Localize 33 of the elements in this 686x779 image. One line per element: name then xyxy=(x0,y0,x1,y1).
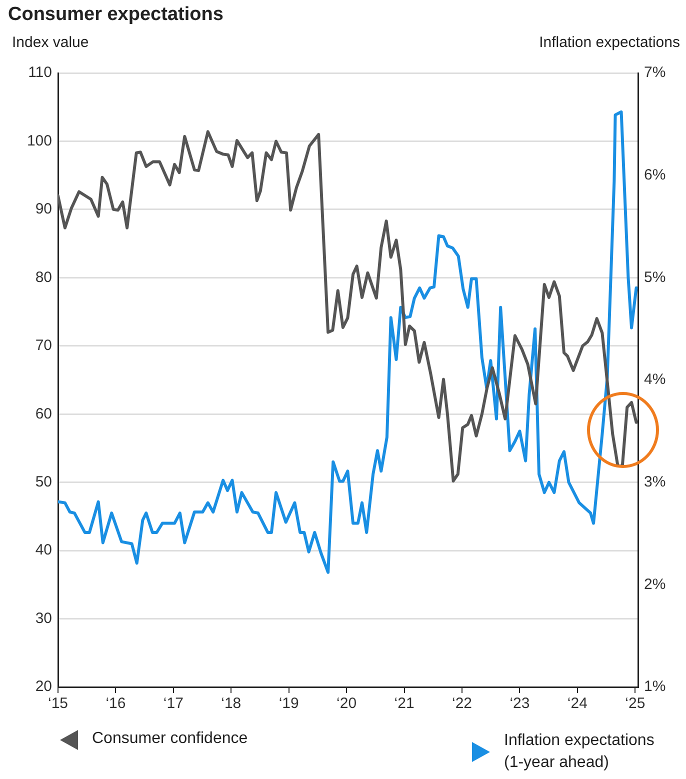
y-tick-label: 30 xyxy=(35,610,52,627)
y2-tick-label: 5% xyxy=(644,268,666,286)
x-tick-label: ‘15 xyxy=(48,695,68,712)
y-axis-title: Index value xyxy=(12,34,89,51)
y2-tick-label: 7% xyxy=(644,64,666,82)
x-tick-label: ‘25 xyxy=(625,695,646,712)
x-tick-label: ‘19 xyxy=(278,695,299,712)
y-tick-label: 50 xyxy=(35,473,52,490)
y2-tick-label: 2% xyxy=(644,576,666,593)
y-tick-label: 70 xyxy=(35,337,52,354)
legend-label: Inflation expectations (1-year ahead) xyxy=(504,731,656,773)
y2-tick-label: 1% xyxy=(644,678,666,696)
x-tick-label: ‘18 xyxy=(221,695,242,712)
y-tick-label: 100 xyxy=(26,132,52,150)
y-tick-label: 90 xyxy=(35,200,52,218)
y2-axis-title: Inflation expectations xyxy=(539,34,680,51)
x-tick-label: ‘16 xyxy=(106,695,126,712)
y-tick-label: 80 xyxy=(35,268,52,286)
legend-label: Consumer confidence xyxy=(92,730,248,748)
y-tick-label: 40 xyxy=(35,542,52,559)
x-tick-label: ‘20 xyxy=(336,695,357,712)
y-tick-label: 60 xyxy=(35,405,52,422)
x-tick-label: ‘21 xyxy=(394,695,414,712)
x-tick-label: ‘23 xyxy=(510,695,530,712)
x-tick-label: ‘22 xyxy=(452,695,472,712)
x-tick-label: ‘17 xyxy=(163,695,184,712)
y2-tick-label: 6% xyxy=(644,166,666,184)
y-tick-label: 110 xyxy=(28,64,52,82)
y2-tick-label: 4% xyxy=(644,371,666,388)
chart-title: Consumer expectations xyxy=(8,4,224,26)
x-tick-label: ‘24 xyxy=(567,695,588,712)
y2-tick-label: 3% xyxy=(644,473,666,490)
y-tick-label: 20 xyxy=(35,678,52,696)
